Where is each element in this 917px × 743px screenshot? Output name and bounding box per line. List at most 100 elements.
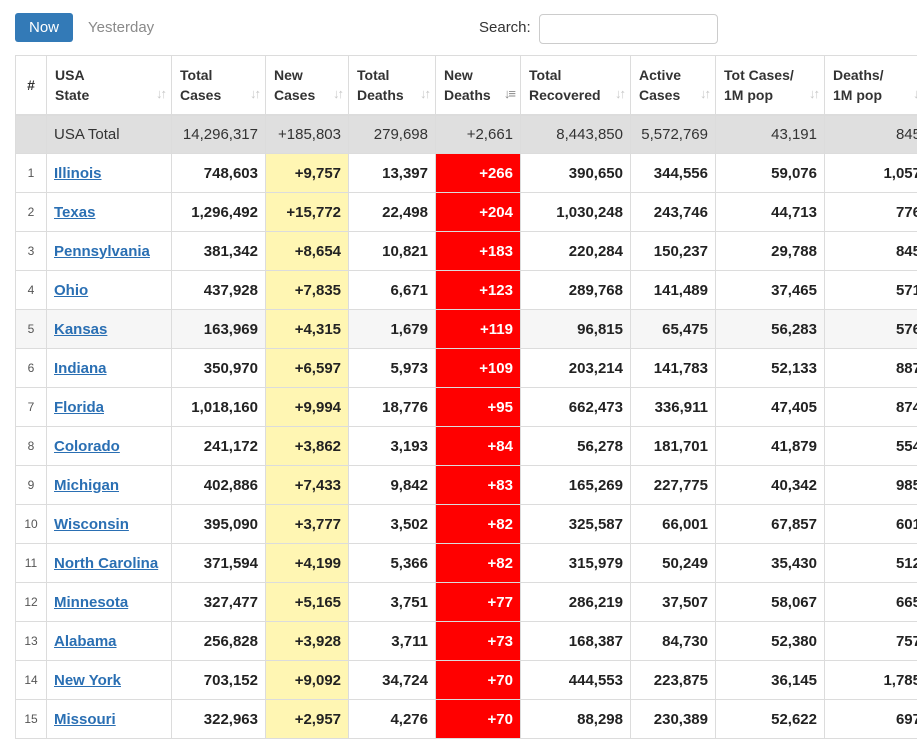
table-row: 2 Texas 1,296,492 +15,772 22,498 +204 1,030,24… (15, 192, 917, 232)
deaths-per-1m-cell: 1,785 (824, 660, 917, 700)
yesterday-button[interactable]: Yesterday (88, 19, 155, 36)
sort-icon[interactable]: ↓↑ (420, 85, 431, 101)
column-header-total-deaths[interactable]: Total Deaths ↓↑ (348, 55, 436, 116)
sort-icon[interactable]: ↓↑ (809, 85, 820, 101)
new-deaths-cell: +204 (435, 192, 521, 232)
state-name: Pennsylvania (46, 231, 172, 271)
state-link[interactable]: Alabama (54, 632, 117, 650)
state-link[interactable]: Illinois (54, 164, 102, 182)
new-deaths-cell: +82 (435, 543, 521, 583)
deaths-per-1m-cell: 887 (824, 348, 917, 388)
active-cases-cell: 223,875 (630, 660, 716, 700)
sort-icon[interactable]: ↓↑ (250, 85, 261, 101)
state-name: New York (46, 660, 172, 700)
total-recovered-cell: 315,979 (520, 543, 631, 583)
column-header-number[interactable]: # (15, 55, 47, 116)
total-deaths-cell: 5,366 (348, 543, 436, 583)
total-cases-cell: 395,090 (171, 504, 266, 544)
deaths-per-1m-cell: 697 (824, 699, 917, 739)
new-deaths-cell: +77 (435, 582, 521, 622)
state-link[interactable]: Missouri (54, 710, 116, 728)
new-deaths-cell: +73 (435, 621, 521, 661)
active-cases-cell: 181,701 (630, 426, 716, 466)
total-cases-cell: 1,296,492 (171, 192, 266, 232)
new-cases-cell: +9,757 (265, 153, 349, 193)
active-cases-cell: 243,746 (630, 192, 716, 232)
state-link[interactable]: Texas (54, 203, 96, 221)
cases-per-1m-cell: 59,076 (715, 153, 825, 193)
state-link[interactable]: Colorado (54, 437, 120, 455)
state-link[interactable]: Ohio (54, 281, 89, 299)
state-link[interactable]: New York (54, 671, 121, 689)
total-row: USA Total 14,296,317 +185,803 279,698 +2,661… (15, 114, 917, 154)
new-cases-cell: +15,772 (265, 192, 349, 232)
state-link[interactable]: North Carolina (54, 554, 159, 572)
table-body: USA Total 14,296,317 +185,803 279,698 +2,661… (15, 114, 917, 739)
state-link[interactable]: Pennsylvania (54, 242, 150, 260)
sort-desc-icon[interactable]: ↓≡ (503, 85, 516, 101)
deaths-per-1m-cell: 874 (824, 387, 917, 427)
state-link[interactable]: Indiana (54, 359, 107, 377)
sort-icon[interactable]: ↓↑ (913, 85, 917, 101)
table-row: 4 Ohio 437,928 +7,835 6,671 +123 289,768 141,48… (15, 270, 917, 310)
cases-per-1m-cell: 52,380 (715, 621, 825, 661)
total-cases-cell: 350,970 (171, 348, 266, 388)
total-recovered-cell: 390,650 (520, 153, 631, 193)
new-deaths-cell: +2,661 (435, 114, 521, 154)
total-deaths-cell: 6,671 (348, 270, 436, 310)
column-header-new-deaths[interactable]: New Deaths ↓≡ (435, 55, 521, 116)
active-cases-cell: 65,475 (630, 309, 716, 349)
table-row: 14 New York 703,152 +9,092 34,724 +70 444,553 2… (15, 660, 917, 700)
cases-per-1m-cell: 37,465 (715, 270, 825, 310)
state-link[interactable]: Michigan (54, 476, 120, 494)
deaths-per-1m-cell: 1,057 (824, 153, 917, 193)
total-cases-cell: 371,594 (171, 543, 266, 583)
state-link[interactable]: Minnesota (54, 593, 129, 611)
deaths-per-1m-cell: 554 (824, 426, 917, 466)
state-name: Alabama (46, 621, 172, 661)
column-header-new-cases[interactable]: New Cases ↓↑ (265, 55, 349, 116)
state-name: Colorado (46, 426, 172, 466)
column-header-total-cases[interactable]: Total Cases ↓↑ (171, 55, 266, 116)
total-deaths-cell: 1,679 (348, 309, 436, 349)
sort-icon[interactable]: ↓↑ (615, 85, 626, 101)
deaths-per-1m-cell: 845 (824, 114, 917, 154)
sort-icon[interactable]: ↓↑ (700, 85, 711, 101)
column-header-label: USA State (55, 66, 90, 103)
row-number: 13 (15, 621, 47, 661)
column-header-label: Total Recovered (529, 66, 601, 103)
sort-icon[interactable]: ↓↑ (333, 85, 344, 101)
new-cases-cell: +8,654 (265, 231, 349, 271)
state-link[interactable]: Wisconsin (54, 515, 129, 533)
total-cases-cell: 381,342 (171, 231, 266, 271)
column-header-total-recovered[interactable]: Total Recovered ↓↑ (520, 55, 631, 116)
state-link[interactable]: Kansas (54, 320, 108, 338)
column-header-state[interactable]: USA State ↓↑ (46, 55, 172, 116)
table-row: 12 Minnesota 327,477 +5,165 3,751 +77 286,219 3… (15, 582, 917, 622)
sort-icon[interactable]: ↓↑ (156, 85, 167, 101)
search-input[interactable] (539, 14, 718, 44)
now-button[interactable]: Now (15, 13, 73, 42)
column-header-deaths-per-1m[interactable]: Deaths/ 1M pop ↓↑ (824, 55, 917, 116)
total-deaths-cell: 3,502 (348, 504, 436, 544)
total-deaths-cell: 4,276 (348, 699, 436, 739)
column-header-cases-per-1m[interactable]: Tot Cases/ 1M pop ↓↑ (715, 55, 825, 116)
state-link[interactable]: Florida (54, 398, 105, 416)
new-cases-cell: +4,315 (265, 309, 349, 349)
active-cases-cell: 141,783 (630, 348, 716, 388)
cases-per-1m-cell: 29,788 (715, 231, 825, 271)
table-row: 10 Wisconsin 395,090 +3,777 3,502 +82 325,587 6… (15, 504, 917, 544)
search-label: Search: (479, 19, 531, 36)
active-cases-cell: 50,249 (630, 543, 716, 583)
total-deaths-cell: 3,751 (348, 582, 436, 622)
new-deaths-cell: +123 (435, 270, 521, 310)
column-header-active-cases[interactable]: Active Cases ↓↑ (630, 55, 716, 116)
total-cases-cell: 748,603 (171, 153, 266, 193)
state-name: Missouri (46, 699, 172, 739)
column-header-label: New Deaths (444, 66, 491, 103)
cases-per-1m-cell: 41,879 (715, 426, 825, 466)
active-cases-cell: 336,911 (630, 387, 716, 427)
new-cases-cell: +7,835 (265, 270, 349, 310)
table-row: 3 Pennsylvania 381,342 +8,654 10,821 +183 220,… (15, 231, 917, 271)
cases-per-1m-cell: 36,145 (715, 660, 825, 700)
